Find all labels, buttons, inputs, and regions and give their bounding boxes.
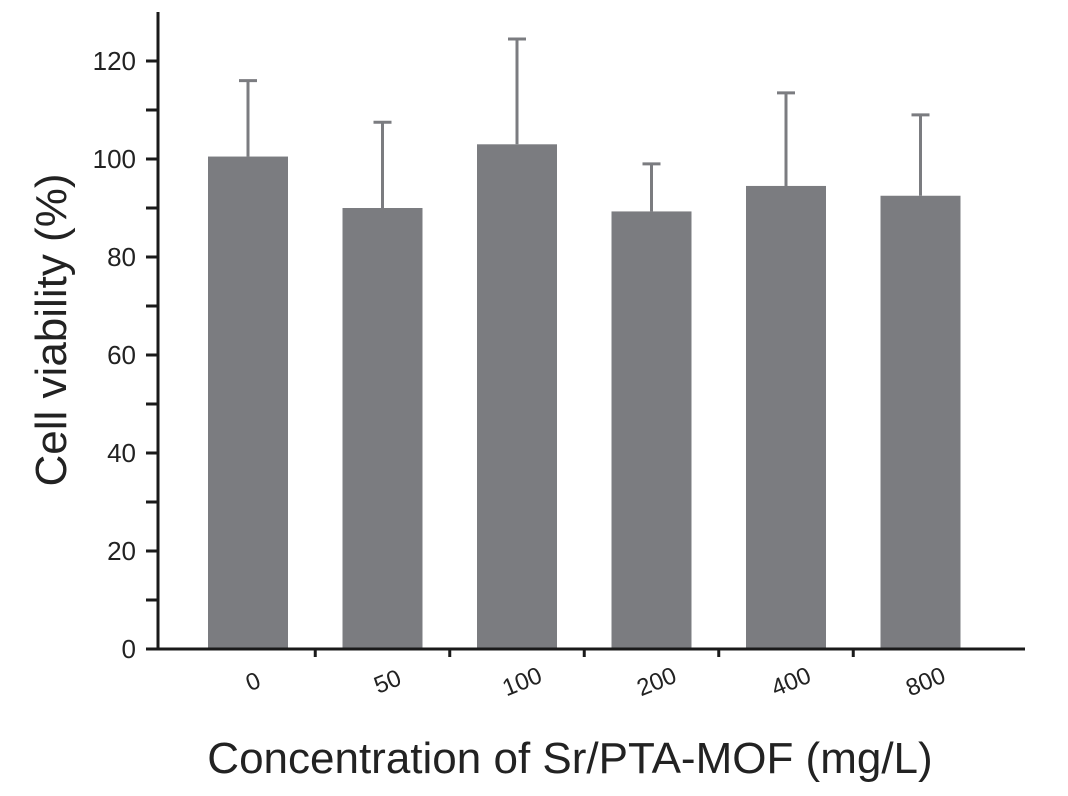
y-tick-label: 80 (107, 242, 136, 272)
x-tick-label: 100 (499, 662, 546, 702)
y-tick-label: 100 (93, 144, 136, 174)
y-tick-label: 0 (122, 634, 136, 664)
axes-group (156, 12, 1025, 651)
x-tick-label: 0 (242, 667, 265, 697)
y-axis-title: Cell viability (%) (27, 174, 76, 487)
x-tick-label: 400 (768, 662, 815, 702)
x-tick-label: 50 (370, 665, 405, 700)
bar (342, 208, 423, 649)
x-tick-label: 800 (902, 662, 949, 702)
bar (208, 156, 288, 650)
y-tick-label: 60 (107, 340, 136, 370)
bar (880, 195, 961, 649)
bar (477, 144, 557, 650)
x-tick-label: 200 (633, 662, 680, 702)
y-tick-label: 120 (93, 46, 136, 76)
y-tick-label: 40 (107, 438, 136, 468)
bar (611, 211, 692, 649)
y-ticks-group: 0 20 40 60 80 100 120 (93, 46, 158, 664)
x-axis-title: Concentration of Sr/PTA-MOF (mg/L) (207, 734, 932, 783)
y-tick-label: 20 (107, 536, 136, 566)
bars-group (208, 37, 961, 650)
bar (746, 185, 826, 649)
x-ticks-group: 0 50 100 200 400 800 (242, 649, 949, 702)
